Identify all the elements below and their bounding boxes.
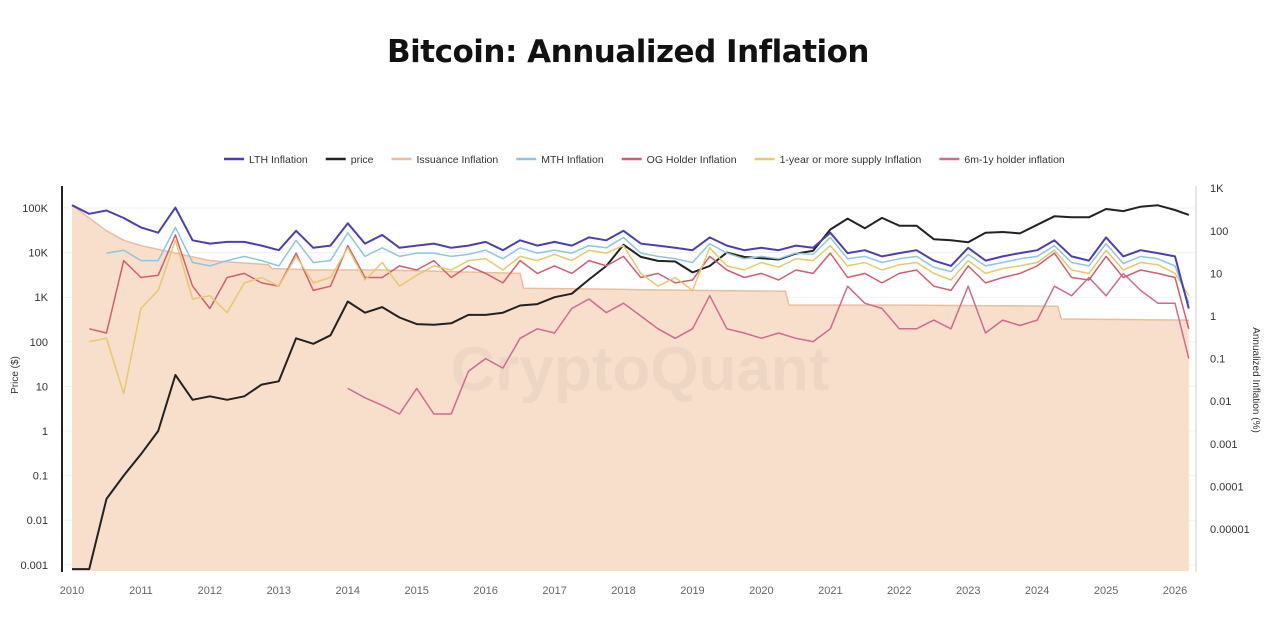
legend-label-mth-inflation: MTH Inflation — [541, 154, 604, 166]
legend-label-issuance-inflation: Issuance Inflation — [417, 154, 499, 166]
legend-label-lth-inflation: LTH Inflation — [249, 154, 308, 166]
y-right-tick-label: 0.01 — [1210, 396, 1231, 408]
x-tick-label: 2014 — [336, 585, 360, 597]
y-right-tick-label: 0.00001 — [1210, 524, 1250, 536]
y-left-tick-label: 10 — [36, 381, 48, 393]
series-line-og-holder-inflation — [89, 234, 1190, 334]
x-tick-label: 2012 — [198, 585, 222, 597]
x-tick-label: 2023 — [956, 585, 980, 597]
x-tick-label: 2026 — [1163, 585, 1187, 597]
y-left-tick-label: 100 — [30, 337, 48, 349]
y-right-tick-label: 0.1 — [1210, 354, 1225, 366]
x-tick-label: 2017 — [542, 585, 566, 597]
y-left-tick-label: 100K — [22, 203, 48, 215]
x-tick-label: 2019 — [680, 585, 704, 597]
y-left-axis-label: Price ($) — [10, 356, 21, 394]
y-left-tick-label: 0.001 — [20, 560, 48, 572]
y-left-tick-label: 1K — [35, 292, 49, 304]
y-left-tick-label: 10K — [28, 248, 48, 260]
legend-label-price: price — [351, 154, 374, 166]
y-left-tick-label: 0.1 — [33, 471, 48, 483]
y-left-tick-label: 1 — [42, 426, 48, 438]
series-line-mth-inflation — [106, 226, 1190, 304]
x-tick-label: 2022 — [887, 585, 911, 597]
x-tick-label: 2024 — [1025, 585, 1049, 597]
legend-label-1-year-or-more-supply-inflation: 1-year or more supply Inflation — [780, 154, 922, 166]
y-right-axis-label: Annualized Inflation (%) — [1250, 327, 1261, 433]
series-line-price — [72, 204, 1190, 571]
series-line-issuance-inflation — [71, 204, 1189, 321]
chart-title: Bitcoin: Annualized Inflation — [387, 34, 870, 70]
legend-label-og-holder-inflation: OG Holder Inflation — [647, 154, 737, 166]
x-tick-label: 2021 — [818, 585, 842, 597]
x-tick-label: 2011 — [129, 585, 153, 597]
y-right-tick-label: 1 — [1210, 311, 1216, 323]
x-tick-label: 2016 — [473, 585, 497, 597]
y-right-tick-label: 1K — [1210, 183, 1224, 195]
watermark-logo: CryptoQuant — [451, 335, 830, 404]
y-right-tick-label: 100 — [1210, 226, 1228, 238]
x-tick-label: 2013 — [267, 585, 291, 597]
x-tick-label: 2010 — [60, 585, 84, 597]
x-tick-label: 2015 — [404, 585, 428, 597]
series-area-issuance-inflation — [72, 205, 1189, 571]
series-line-6m-1y-holder-inflation — [347, 272, 1190, 415]
x-tick-label: 2020 — [749, 585, 773, 597]
x-tick-label: 2025 — [1094, 585, 1118, 597]
y-right-tick-label: 0.001 — [1210, 439, 1238, 451]
series-line-1-year-or-more-supply-inflation — [89, 239, 1190, 395]
series-line-lth-inflation — [71, 204, 1190, 309]
legend-label-6m-1y-holder-inflation: 6m-1y holder inflation — [964, 154, 1065, 166]
x-tick-label: 2018 — [611, 585, 635, 597]
y-left-tick-label: 0.01 — [27, 515, 48, 527]
y-right-tick-label: 10 — [1210, 268, 1222, 280]
y-right-tick-label: 0.0001 — [1210, 481, 1244, 493]
